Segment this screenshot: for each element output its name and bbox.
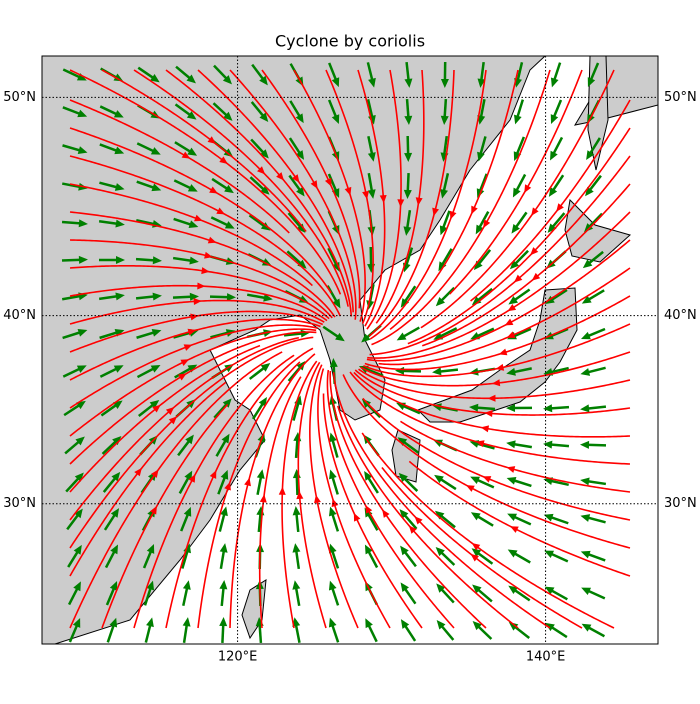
wind-arrow-shaft [408, 136, 409, 156]
y-tick-label-right: 40°N [664, 308, 697, 323]
x-tick-label: 120°E [218, 650, 258, 665]
y-tick-label: 40°N [3, 308, 36, 323]
wind-arrow-shaft [260, 623, 261, 643]
wind-arrow-shaft [62, 222, 82, 224]
y-tick-label: 30°N [3, 496, 36, 511]
y-tick-label: 50°N [3, 90, 36, 105]
map-title: Cyclone by coriolis [275, 32, 425, 51]
y-tick-label-right: 30°N [664, 496, 697, 511]
x-tick-label: 140°E [526, 650, 566, 665]
basemap [42, 56, 700, 700]
wind-arrow-shaft [549, 407, 569, 408]
wind-arrow-shaft [407, 99, 408, 119]
wind-arrow-shaft [62, 260, 82, 261]
wind-arrow-shaft [549, 444, 569, 446]
wind-arrow-shaft [297, 475, 298, 495]
y-tick-label-right: 50°N [664, 90, 697, 105]
